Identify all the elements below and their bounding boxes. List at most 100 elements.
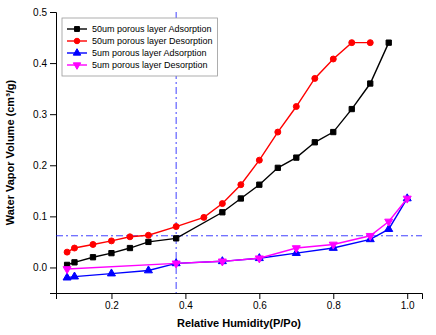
tick-mark [50,63,56,64]
legend-label: 5um porous layer Desorption [92,60,208,70]
tick: 0.6 [253,293,267,311]
marker [385,219,393,226]
tick-mark [50,267,56,268]
tick: 0.2 [33,160,56,171]
tick: 0.0 [33,262,56,273]
tick-label: 0.6 [253,300,267,311]
marker [386,40,391,45]
marker [107,269,115,276]
tick: 0.4 [179,293,193,311]
marker [70,272,78,279]
marker [349,106,354,111]
y-axis: 0.0 0.1 0.2 0.3 0.4 0.5 [33,7,56,294]
marker [71,245,77,251]
tick-label: 0.3 [33,109,47,120]
marker [220,210,225,215]
legend-item: 50um porous layer Desorption [67,36,213,46]
tick-label: 0.2 [33,160,47,171]
legend-marker [73,49,80,55]
marker [127,234,133,240]
tick-label: 1.0 [401,300,415,311]
marker [294,155,299,160]
marker [90,255,95,260]
tick-label: 0.4 [179,300,193,311]
marker [173,224,179,230]
marker [174,236,179,241]
marker [331,129,336,134]
legend-marker [75,27,80,32]
tick: 1.0 [401,293,415,311]
marker [312,75,318,81]
legend-label: 50um porous layer Desorption [92,36,213,46]
chart: 0.2 0.4 0.6 0.8 1.0 0.0 0.1 0.2 0.3 0.4 0.5 50um po… [0,0,436,335]
marker [312,140,317,145]
marker [275,165,280,170]
tick-mark [50,216,56,217]
marker [366,233,374,240]
tick-label: 0.4 [33,58,47,69]
tick-mark [50,165,56,166]
marker [293,104,299,110]
axis-line [50,13,57,294]
series-line [67,198,407,269]
marker [329,242,337,249]
y-axis-title: Water Vapor Volume (cm³/g) [4,79,16,225]
marker [201,214,207,220]
marker [238,182,244,188]
marker [367,40,373,46]
marker [349,40,355,46]
marker [219,201,225,207]
legend-box [62,18,218,76]
marker [127,245,132,250]
tick-mark [50,12,56,13]
marker [145,232,151,238]
tick: 0.4 [33,58,56,69]
x-axis: 0.2 0.4 0.6 0.8 1.0 [57,293,423,311]
tick: 0.1 [33,211,56,222]
legend-item: 5um porous layer Adsorption [67,48,207,58]
tick-mark [333,293,334,299]
marker [144,266,152,273]
marker [292,246,300,253]
data-area [56,12,422,293]
legend-label: 50um porous layer Adsorption [92,24,212,34]
marker [109,251,114,256]
tick-mark [111,293,112,299]
tick: 0.3 [33,109,56,120]
legend-item: 5um porous layer Desorption [67,60,208,70]
legend-item: 50um porous layer Adsorption [67,24,212,34]
marker [64,249,70,255]
legend-label: 5um porous layer Adsorption [92,48,207,58]
marker [72,260,77,265]
legend: 50um porous layer Adsorption 50um porous … [62,18,218,76]
tick: 0.2 [105,293,119,311]
marker [108,238,114,244]
tick-mark [50,114,56,115]
tick: 0.5 [33,7,56,18]
tick-label: 0.2 [105,300,119,311]
marker [238,196,243,201]
tick-label: 0.5 [33,7,47,18]
tick-label: 0.0 [33,262,47,273]
marker [257,182,262,187]
marker [368,81,373,86]
tick: 0.8 [327,293,341,311]
marker [330,56,336,62]
axis-line [57,294,423,300]
legend-marker [73,63,80,69]
tick-mark [185,293,186,299]
marker [218,259,226,266]
marker [90,241,96,247]
plot: 0.2 0.4 0.6 0.8 1.0 0.0 0.1 0.2 0.3 0.4 0.5 50um po… [33,7,422,311]
marker [146,239,151,244]
marker [63,267,71,274]
tick-label: 0.1 [33,211,47,222]
marker [403,196,411,203]
marker [255,256,263,263]
tick-mark [259,293,260,299]
x-axis-title: Relative Humidity(P/Po) [177,317,301,329]
marker [275,129,281,135]
marker [172,261,180,268]
tick-mark [407,293,408,299]
marker [256,157,262,163]
